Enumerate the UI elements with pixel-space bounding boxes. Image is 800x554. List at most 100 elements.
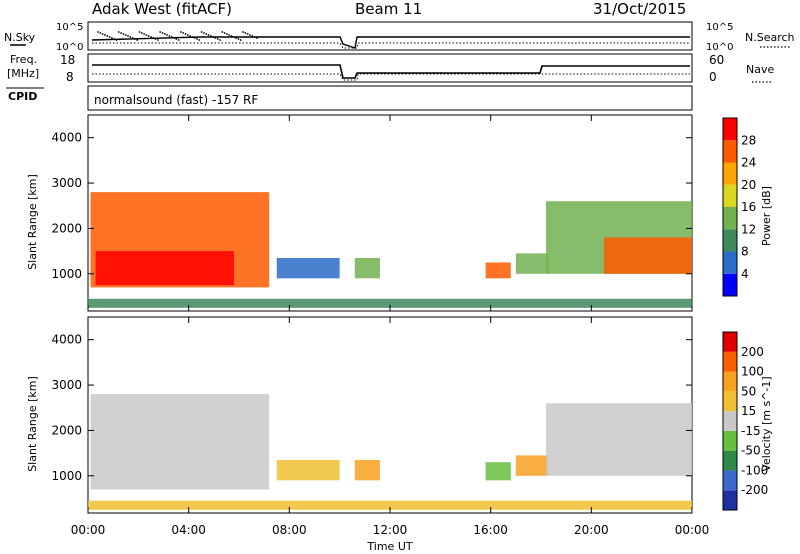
velocity-colorbar-segment (723, 351, 737, 372)
noise-dot (145, 34, 148, 36)
noise-dot (101, 33, 104, 35)
time-axis: 00:00 04:00 08:00 12:00 16:00 20:00 00:00 (71, 115, 710, 537)
noise-dot (251, 35, 254, 37)
noise-dot (163, 33, 166, 35)
noise-dot (182, 32, 185, 34)
noise-dot (175, 38, 178, 40)
noise-dot (177, 39, 180, 41)
velocity-colorbar-segment (723, 490, 737, 510)
velocity-colorbar-tick: 100 (741, 365, 764, 379)
date-title: 31/Oct/2015 (593, 0, 686, 18)
velocity-colorbar-segment (723, 430, 737, 451)
noise-dot (228, 34, 231, 36)
noise-dot (156, 39, 159, 41)
noise-dot (154, 38, 157, 40)
power-heatmap (88, 192, 692, 308)
velocity-colorbar-tick: 15 (741, 404, 756, 418)
noise-search-line (92, 42, 690, 49)
noise-dot (221, 31, 224, 33)
power-region (515, 253, 549, 274)
velocity-region (90, 394, 270, 490)
time-tick-label: 00:00 (71, 523, 106, 537)
power-colorbar-tick: 28 (741, 133, 756, 147)
power-region (603, 237, 692, 274)
noise-dot (104, 34, 106, 36)
noise-dot (122, 33, 125, 35)
noise-sky-line (91, 36, 690, 49)
velocity-colorbar-segment (723, 371, 737, 392)
noise-dot (249, 34, 251, 36)
noise-dot (223, 32, 226, 34)
noise-dot (186, 34, 189, 36)
noise-dot (189, 35, 192, 37)
noise-dot (147, 35, 150, 37)
velocity-region (88, 500, 692, 510)
noise-dot (173, 37, 175, 39)
noise-dot (133, 38, 136, 40)
noise-dot (184, 33, 187, 35)
power-region (354, 257, 380, 279)
noise-dot (136, 39, 139, 41)
noise-dot (143, 33, 145, 35)
velocity-colorbar-segment (723, 470, 737, 491)
cpid-text: normalsound (fast) -157 RF (94, 93, 258, 107)
noise-sky-tick-top: 10^5 (56, 22, 83, 33)
power-region (88, 298, 692, 308)
noise-dot (193, 37, 196, 39)
time-tick-label: 00:00 (675, 523, 710, 537)
power-region (485, 262, 511, 279)
noise-search-label: N.Search (745, 31, 795, 44)
power-colorbar-tick: 4 (741, 267, 749, 281)
velocity-colorbar-tick: -50 (741, 444, 761, 458)
noise-dot (120, 32, 122, 34)
noise-dot (110, 37, 113, 39)
noise-dot (196, 38, 198, 40)
noise-dot (150, 36, 152, 38)
time-tick-label: 20:00 (574, 523, 609, 537)
noise-dot (246, 33, 249, 35)
power-ylabel: Slant Range [km] (26, 174, 39, 270)
noise-dot (253, 36, 256, 38)
noise-dot (191, 36, 194, 38)
velocity-region (485, 462, 511, 481)
freq-strip-frame (87, 53, 693, 83)
time-tick-label: 16:00 (473, 523, 508, 537)
noise-dot (207, 34, 210, 36)
noise-dot (106, 35, 109, 37)
noise-dot (117, 31, 120, 33)
velocity-colorbar-label: Velocity [m s^-1] (760, 376, 773, 471)
noise-dot (170, 36, 173, 38)
power-ytick-label: 3000 (51, 176, 82, 190)
noise-dot (237, 38, 240, 40)
noise-dot (216, 38, 219, 40)
power-colorbar-frame (722, 117, 738, 297)
velocity-region (354, 459, 380, 481)
power-colorbar-tick: 20 (741, 178, 756, 192)
velocity-ylabel: Slant Range [km] (26, 376, 39, 472)
cpid-strip-frame (87, 85, 693, 111)
velocity-heatmap (88, 394, 692, 510)
noise-dot (255, 37, 258, 39)
freq-label-line1: Freq. (10, 53, 37, 66)
noise-dot (131, 37, 134, 39)
noise-dot (129, 36, 132, 38)
power-region (276, 257, 340, 279)
noise-dot (113, 38, 116, 40)
noise-dot (166, 34, 168, 36)
freq-tick-top: 18 (60, 53, 75, 67)
freq-tick-bottom: 8 (66, 70, 74, 84)
velocity-colorbar-segment (723, 332, 737, 352)
nave-tick-bottom: 0 (709, 70, 717, 84)
power-ytick-label: 2000 (51, 221, 82, 235)
noise-strip-frame (87, 21, 693, 51)
power-colorbar-segment (723, 140, 737, 163)
noise-dot (214, 37, 217, 39)
noise-dot (180, 31, 182, 33)
beam-title: Beam 11 (355, 0, 422, 18)
noise-dot (239, 39, 242, 41)
power-colorbar-tick: 16 (741, 200, 756, 214)
noise-dot (203, 32, 205, 34)
velocity-region (546, 403, 692, 476)
noise-dot (232, 36, 235, 38)
noise-dot (99, 32, 102, 34)
